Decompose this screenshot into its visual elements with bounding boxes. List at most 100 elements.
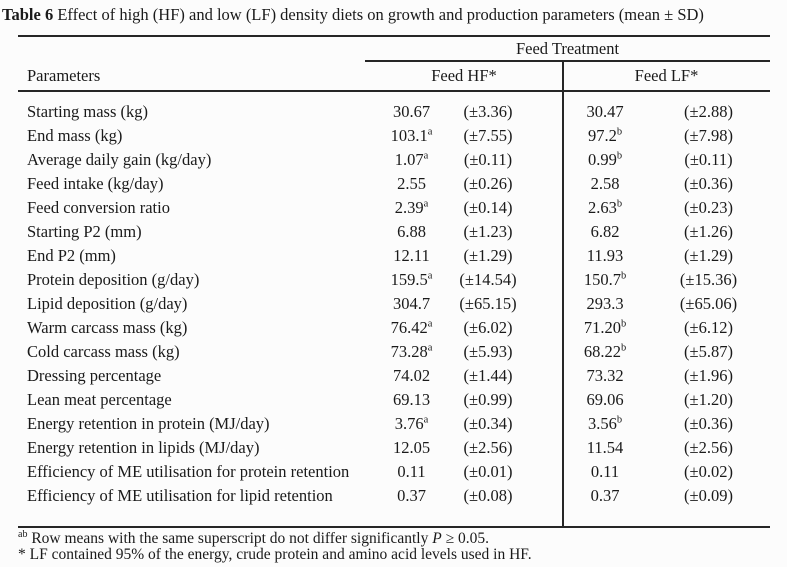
table-row: Energy retention in protein (MJ/day) 3.7… xyxy=(18,412,770,436)
hf-sd-value: (±0.08) xyxy=(463,486,513,505)
table-row: Cold carcass mass (kg) 73.28a (±5.93) 68… xyxy=(18,340,770,364)
hf-superscript: a xyxy=(427,126,433,138)
parameter-name: Cold carcass mass (kg) xyxy=(27,342,180,361)
column-gap xyxy=(518,292,563,316)
column-divider-line xyxy=(562,62,564,526)
lf-sd-value: (±1.29) xyxy=(684,246,733,265)
footnote-significance-threshold: ≥ 0.05. xyxy=(441,530,489,547)
lf-sd-value: (±0.36) xyxy=(684,414,733,433)
hf-mean: 0.37 xyxy=(397,486,426,505)
table-caption-text: Effect of high (HF) and low (LF) density… xyxy=(53,5,704,24)
hf-sd-value: (±0.14) xyxy=(463,198,513,217)
hf-mean-value: 2.55 xyxy=(365,172,458,196)
lf-mean: 97.2 xyxy=(587,126,617,145)
hf-sd-value: (±1.23) xyxy=(463,222,513,241)
hf-superscript: a xyxy=(427,270,433,282)
column-gap xyxy=(518,172,563,196)
column-gap xyxy=(518,196,563,220)
column-gap xyxy=(518,148,563,172)
parameter-name: Feed conversion ratio xyxy=(27,198,170,217)
hf-sd-value: (±3.36) xyxy=(463,102,513,121)
lf-mean-value: 293.3 xyxy=(563,292,647,316)
lf-mean-value: 73.32 xyxy=(563,364,647,388)
hf-mean-value: 30.67 xyxy=(365,100,458,124)
hf-mean-value: 76.42a xyxy=(365,316,458,340)
parameter-name: Protein deposition (g/day) xyxy=(27,270,200,289)
column-gap xyxy=(518,388,563,412)
lf-superscript: b xyxy=(616,198,623,210)
lf-sd-value: (±6.12) xyxy=(684,318,733,337)
footnote-significance: ab Row means with the same superscript d… xyxy=(18,529,532,547)
column-gap xyxy=(518,268,563,292)
hf-sd-value: (±0.01) xyxy=(463,462,513,481)
column-gap xyxy=(518,460,563,484)
column-gap xyxy=(518,340,563,364)
hf-superscript: a xyxy=(427,318,433,330)
lf-superscript: b xyxy=(616,126,623,138)
lf-mean: 2.58 xyxy=(590,174,620,193)
hf-sd-value: (±0.34) xyxy=(463,414,513,433)
parameter-name: Lean meat percentage xyxy=(27,390,172,409)
lf-mean: 71.20 xyxy=(583,318,621,337)
column-group-header-feed-treatment: Feed Treatment xyxy=(365,37,770,62)
lf-mean: 73.32 xyxy=(586,366,624,385)
parameter-name: Energy retention in protein (MJ/day) xyxy=(27,414,270,433)
lf-mean: 30.47 xyxy=(586,102,624,121)
lf-mean-value: 11.54 xyxy=(563,436,647,460)
lf-mean: 2.63 xyxy=(587,198,617,217)
hf-mean-value: 12.05 xyxy=(365,436,458,460)
parameter-name: Average daily gain (kg/day) xyxy=(27,150,212,169)
lf-mean-value: 0.11 xyxy=(563,460,647,484)
footnote-p-symbol: P xyxy=(432,530,442,547)
hf-mean: 76.42 xyxy=(390,318,428,337)
table-body: Starting mass (kg) 30.67 (±3.36) 30.47 (… xyxy=(18,92,770,508)
parameter-name: Feed intake (kg/day) xyxy=(27,174,164,193)
lf-mean-value: 150.7b xyxy=(563,268,647,292)
hf-mean: 103.1 xyxy=(390,126,428,145)
column-gap xyxy=(518,484,563,508)
lf-sd-value: (±0.11) xyxy=(684,150,733,169)
lf-mean-value: 71.20b xyxy=(563,316,647,340)
lf-sd-value: (±1.96) xyxy=(684,366,733,385)
parameter-name: Starting mass (kg) xyxy=(27,102,148,121)
hf-sd-value: (±2.56) xyxy=(463,438,513,457)
table-row: Average daily gain (kg/day) 1.07a (±0.11… xyxy=(18,148,770,172)
group-header-row: Feed Treatment xyxy=(18,37,770,62)
column-gap xyxy=(518,124,563,148)
column-header-feed-hf: Feed HF* xyxy=(431,66,497,85)
lf-mean: 0.99 xyxy=(587,150,617,169)
hf-mean: 3.76 xyxy=(394,414,424,433)
parameter-name: Lipid deposition (g/day) xyxy=(27,294,188,313)
lf-sd-value: (±2.56) xyxy=(684,438,733,457)
lf-mean-value: 0.37 xyxy=(563,484,647,508)
lf-mean: 11.93 xyxy=(586,246,624,265)
lf-mean-value: 68.22b xyxy=(563,340,647,364)
lf-mean: 11.54 xyxy=(586,438,624,457)
column-header-parameters: Parameters xyxy=(27,66,101,85)
lf-mean: 0.37 xyxy=(590,486,620,505)
hf-sd-value: (±1.44) xyxy=(463,366,513,385)
lf-mean: 0.11 xyxy=(590,462,620,481)
lf-mean: 293.3 xyxy=(586,294,624,313)
lf-sd-value: (±0.36) xyxy=(684,174,733,193)
table-row: Efficiency of ME utilisation for protein… xyxy=(18,460,770,484)
hf-mean: 12.05 xyxy=(392,438,431,457)
column-gap xyxy=(518,220,563,244)
hf-sd-value: (±0.26) xyxy=(463,174,513,193)
lf-mean: 68.22 xyxy=(583,342,621,361)
hf-sd-value: (±5.93) xyxy=(463,342,513,361)
lf-mean: 6.82 xyxy=(590,222,620,241)
hf-mean: 74.02 xyxy=(392,366,431,385)
table-row: Energy retention in lipids (MJ/day) 12.0… xyxy=(18,436,770,460)
column-gap xyxy=(518,244,563,268)
lf-superscript: b xyxy=(620,270,627,282)
table-row: End P2 (mm) 12.11 (±1.29) 11.93 (±1.29) xyxy=(18,244,770,268)
lf-mean-value: 11.93 xyxy=(563,244,647,268)
parameter-name: Efficiency of ME utilisation for protein… xyxy=(27,462,350,481)
hf-mean: 69.13 xyxy=(392,390,431,409)
parameter-name: Energy retention in lipids (MJ/day) xyxy=(27,438,260,457)
lf-sd-value: (±7.98) xyxy=(684,126,733,145)
hf-mean: 30.67 xyxy=(392,102,431,121)
lf-sd-value: (±5.87) xyxy=(684,342,733,361)
hf-mean-value: 0.11 xyxy=(365,460,458,484)
